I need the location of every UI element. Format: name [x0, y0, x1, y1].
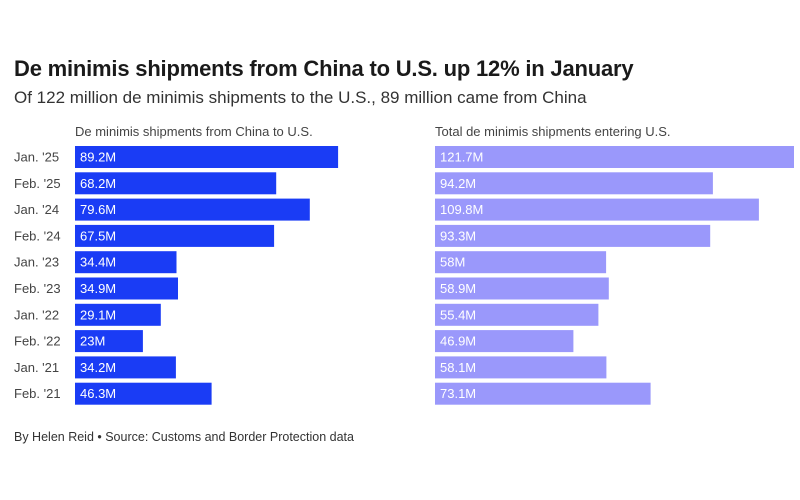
data-label-series-2: 109.8M [440, 202, 483, 217]
category-label: Feb. '23 [14, 281, 61, 296]
data-label-series-2: 73.1M [440, 386, 476, 401]
bar-series-1 [75, 172, 277, 195]
data-label-series-1: 34.4M [80, 255, 116, 270]
category-label: Feb. '22 [14, 334, 61, 349]
bar-series-2 [435, 303, 599, 326]
bar-series-2 [435, 172, 713, 195]
bar-series-1 [75, 330, 143, 353]
data-label-series-1: 29.1M [80, 307, 116, 322]
category-label: Jan. '23 [14, 255, 59, 270]
bar-series-1 [75, 277, 178, 300]
bar-series-2 [435, 277, 609, 300]
bar-series-2 [435, 251, 607, 274]
bar-series-1 [75, 356, 176, 379]
bar-series-2 [435, 382, 651, 405]
data-label-series-2: 58.9M [440, 281, 476, 296]
chart-title: De minimis shipments from China to U.S. … [14, 56, 634, 81]
chart-credit: By Helen Reid • Source: Customs and Bord… [14, 430, 354, 444]
category-label: Jan. '25 [14, 150, 59, 165]
series-header-1: De minimis shipments from China to U.S. [75, 124, 313, 139]
bar-series-2 [435, 356, 607, 379]
bar-series-1 [75, 303, 161, 326]
category-label: Jan. '24 [14, 202, 59, 217]
bar-series-2 [435, 224, 711, 247]
data-label-series-2: 94.2M [440, 176, 476, 191]
data-label-series-2: 121.7M [440, 150, 483, 165]
category-label: Feb. '25 [14, 176, 61, 191]
category-label: Feb. '24 [14, 228, 61, 243]
data-label-series-1: 68.2M [80, 176, 116, 191]
bar-series-1 [75, 251, 177, 274]
bar-series-1 [75, 146, 339, 168]
category-label: Jan. '21 [14, 360, 59, 375]
data-label-series-2: 46.9M [440, 334, 476, 349]
chart-subtitle: Of 122 million de minimis shipments to t… [14, 88, 587, 107]
data-label-series-1: 79.6M [80, 202, 116, 217]
category-label: Jan. '22 [14, 307, 59, 322]
bar-series-2 [435, 330, 574, 353]
data-label-series-2: 93.3M [440, 228, 476, 243]
data-label-series-1: 34.9M [80, 281, 116, 296]
data-label-series-2: 58M [440, 255, 465, 270]
series-header-2: Total de minimis shipments entering U.S. [435, 124, 671, 139]
bar-series-1 [75, 198, 310, 221]
bar-series-1 [75, 224, 275, 247]
data-label-series-1: 34.2M [80, 360, 116, 375]
data-label-series-1: 46.3M [80, 386, 116, 401]
bar-series-2 [435, 198, 759, 221]
category-label: Feb. '21 [14, 386, 61, 401]
data-label-series-2: 58.1M [440, 360, 476, 375]
bar-series-2 [435, 146, 794, 168]
data-label-series-1: 67.5M [80, 228, 116, 243]
data-label-series-1: 89.2M [80, 150, 116, 165]
bar-series-1 [75, 382, 212, 405]
data-label-series-1: 23M [80, 334, 105, 349]
data-label-series-2: 55.4M [440, 307, 476, 322]
